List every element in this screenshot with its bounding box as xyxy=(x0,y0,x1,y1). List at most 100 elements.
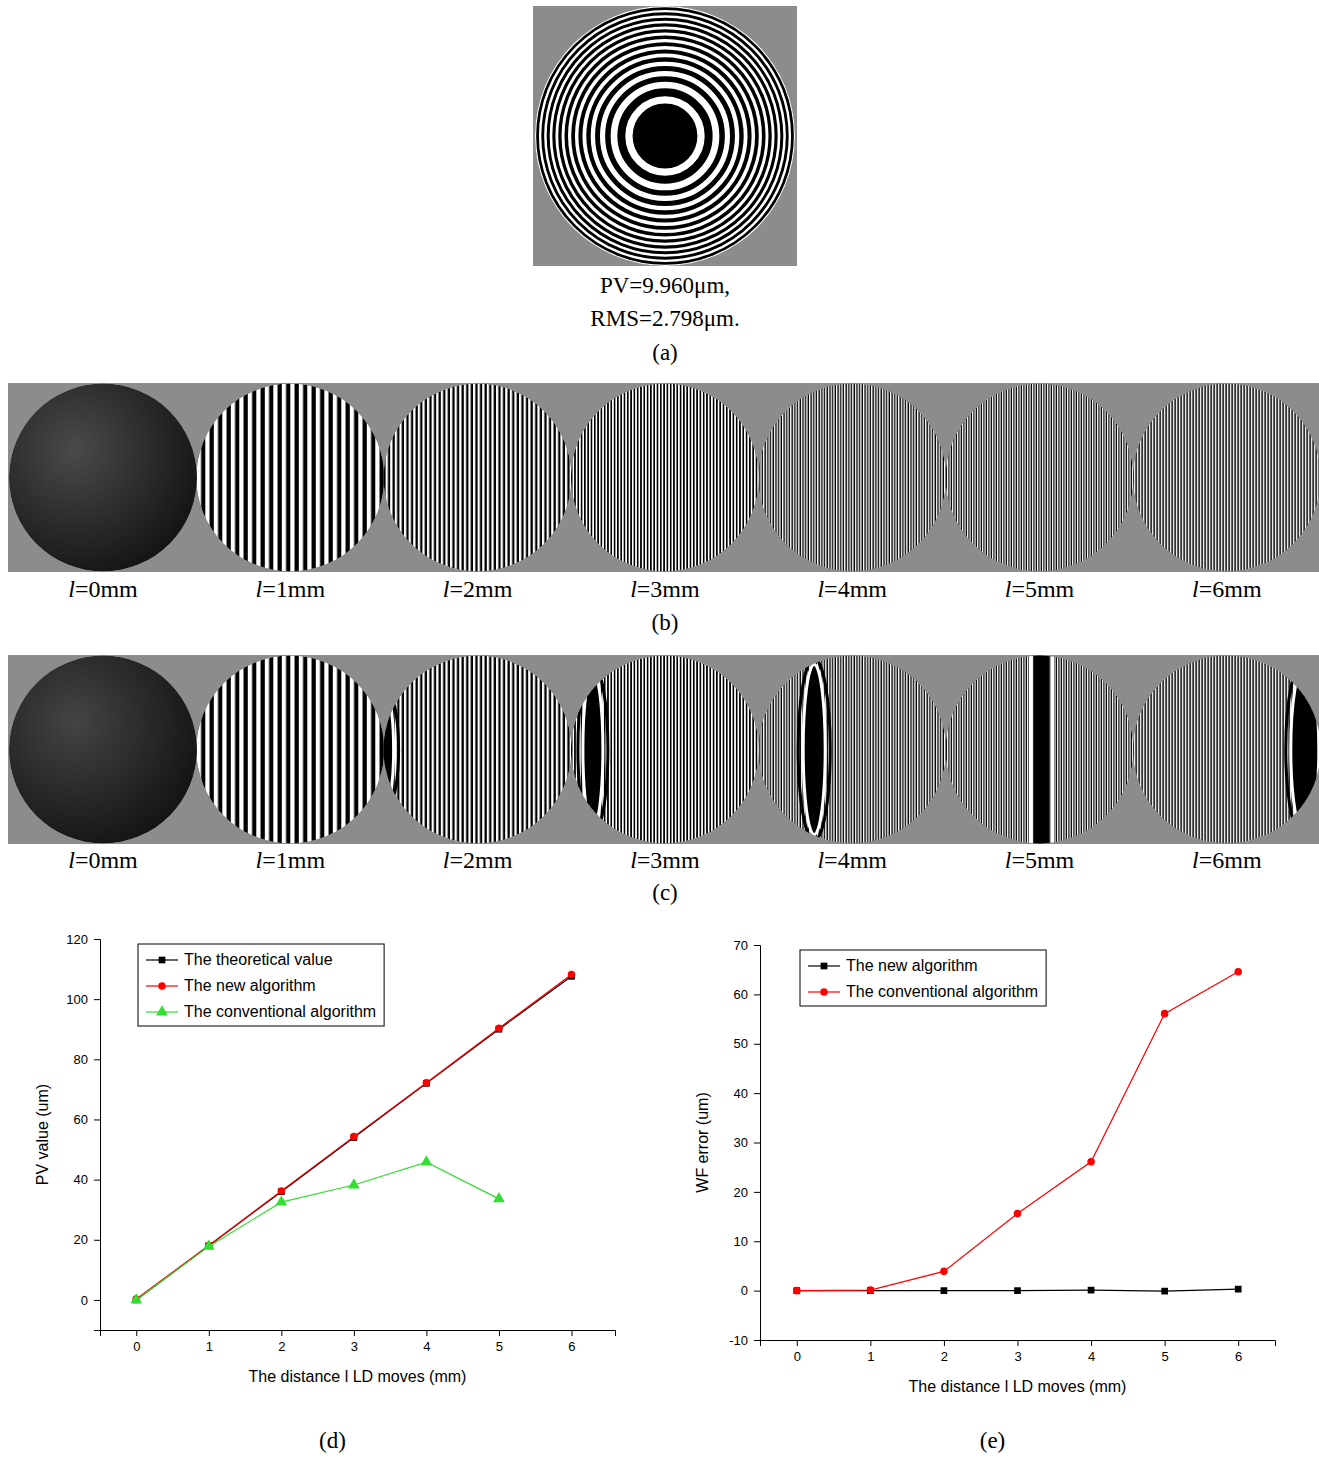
series-line xyxy=(136,1162,499,1300)
x-tick: 3 xyxy=(351,1330,358,1354)
data-point xyxy=(493,1192,505,1202)
data-point xyxy=(130,1293,142,1303)
y-tick-label: 40 xyxy=(734,1086,748,1101)
fringe-field xyxy=(758,656,946,844)
data-point xyxy=(793,1287,800,1294)
y-tick-mark xyxy=(94,1119,100,1120)
x-tick-mark xyxy=(499,1330,500,1336)
y-tick: 30 xyxy=(734,1135,760,1150)
fringe-artefact xyxy=(1034,650,1050,850)
y-axis-title: PV value (um) xyxy=(34,1084,51,1185)
x-tick-label: 2 xyxy=(278,1339,285,1354)
fringe-field xyxy=(384,656,572,844)
fringe-field xyxy=(9,656,197,844)
legend-label: The new algorithm xyxy=(184,977,316,994)
x-tick-mark xyxy=(571,1330,572,1336)
y-tick-mark xyxy=(754,1340,760,1341)
x-tick-label: 0 xyxy=(133,1339,140,1354)
y-tick-mark xyxy=(754,1143,760,1144)
x-tick: 6 xyxy=(1235,1340,1242,1364)
x-axis: 0123456 xyxy=(101,1330,616,1354)
x-tick: 4 xyxy=(1088,1340,1095,1364)
caption: l=2mm xyxy=(443,847,513,873)
fringe-ring xyxy=(614,85,716,187)
x-tick-mark xyxy=(797,1340,798,1346)
fringe-ring xyxy=(570,41,761,232)
fringe-artefact xyxy=(798,659,830,841)
x-tick: 0 xyxy=(133,1330,140,1354)
image-background xyxy=(8,383,1319,572)
data-point xyxy=(1088,1287,1095,1294)
fringe-ring xyxy=(557,28,773,244)
panel-label: (b) xyxy=(652,610,679,635)
fringe-field xyxy=(946,384,1134,572)
fringe-ring xyxy=(551,22,779,250)
fringe-artefact xyxy=(1286,659,1319,841)
panel-label: (a) xyxy=(652,340,678,365)
data-point xyxy=(275,1195,287,1205)
y-tick: 0 xyxy=(741,1283,760,1298)
x-tick: 1 xyxy=(867,1340,874,1364)
y-tick: 20 xyxy=(74,1232,100,1247)
fringe-ring xyxy=(593,64,737,208)
data-point xyxy=(867,1286,875,1294)
y-tick: 70 xyxy=(734,938,760,953)
x-tick: 1 xyxy=(206,1330,213,1354)
y-tick-mark xyxy=(94,1240,100,1241)
fringe-artefact xyxy=(382,700,394,800)
y-tick-label: 120 xyxy=(66,932,88,947)
y-tick-mark xyxy=(754,1192,760,1193)
caption: l=0mm xyxy=(68,847,138,873)
y-tick: 0 xyxy=(81,1293,100,1308)
fringe-field xyxy=(1133,384,1319,572)
data-point xyxy=(1087,1158,1095,1166)
y-tick-label: 70 xyxy=(734,938,748,953)
caption: l=0mm xyxy=(68,576,138,602)
figure: PV=9.960μm,RMS=2.798μm.(a)l=0mml=1mml=2m… xyxy=(0,0,1319,1464)
legend-marker xyxy=(158,982,166,990)
caption: l=3mm xyxy=(630,847,700,873)
legend-label: The new algorithm xyxy=(846,957,978,974)
caption: l=1mm xyxy=(256,847,326,873)
fringe-ring xyxy=(535,6,795,266)
legend-marker xyxy=(159,957,166,964)
caption: l=6mm xyxy=(1192,847,1262,873)
series-line xyxy=(797,972,1238,1291)
chart: 0123456-10010203040506070The distance l … xyxy=(694,938,1276,1395)
fringe-artefact xyxy=(377,694,399,806)
axis-line xyxy=(754,946,761,1341)
x-tick: 2 xyxy=(941,1340,948,1364)
x-axis-title: The distance l LD moves (mm) xyxy=(249,1368,467,1385)
x-axis-title: The distance l LD moves (mm) xyxy=(909,1378,1127,1395)
y-tick-label: 40 xyxy=(74,1172,88,1187)
fringe-field xyxy=(9,384,197,572)
x-tick-mark xyxy=(1165,1340,1166,1346)
legend-marker xyxy=(821,963,828,970)
x-tick-mark xyxy=(209,1330,210,1336)
data-point xyxy=(348,1178,360,1188)
panel-label: (d) xyxy=(319,1428,346,1453)
y-tick-label: 100 xyxy=(66,992,88,1007)
caption: l=2mm xyxy=(443,576,513,602)
data-point xyxy=(350,1133,358,1141)
x-tick-label: 4 xyxy=(1088,1349,1095,1364)
fringe-field xyxy=(384,384,572,572)
legend-marker xyxy=(820,988,828,996)
y-tick-mark xyxy=(94,999,100,1000)
data-point xyxy=(568,971,576,979)
y-tick-label: 0 xyxy=(81,1293,88,1308)
x-tick-label: 3 xyxy=(1014,1349,1021,1364)
fringe-ring xyxy=(545,16,784,255)
fringe-artefact xyxy=(578,666,608,834)
x-tick-mark xyxy=(136,1330,137,1336)
y-tick-label: 20 xyxy=(74,1232,88,1247)
x-tick-label: 6 xyxy=(568,1339,575,1354)
x-tick-label: 5 xyxy=(496,1339,503,1354)
y-tick: 100 xyxy=(66,992,100,1007)
y-tick-mark xyxy=(754,994,760,995)
y-axis: -10010203040506070 xyxy=(729,938,760,1348)
data-point xyxy=(867,1287,874,1294)
fringe-artefact xyxy=(1291,665,1319,835)
data-point xyxy=(1161,1010,1169,1018)
x-tick-mark xyxy=(426,1330,427,1336)
